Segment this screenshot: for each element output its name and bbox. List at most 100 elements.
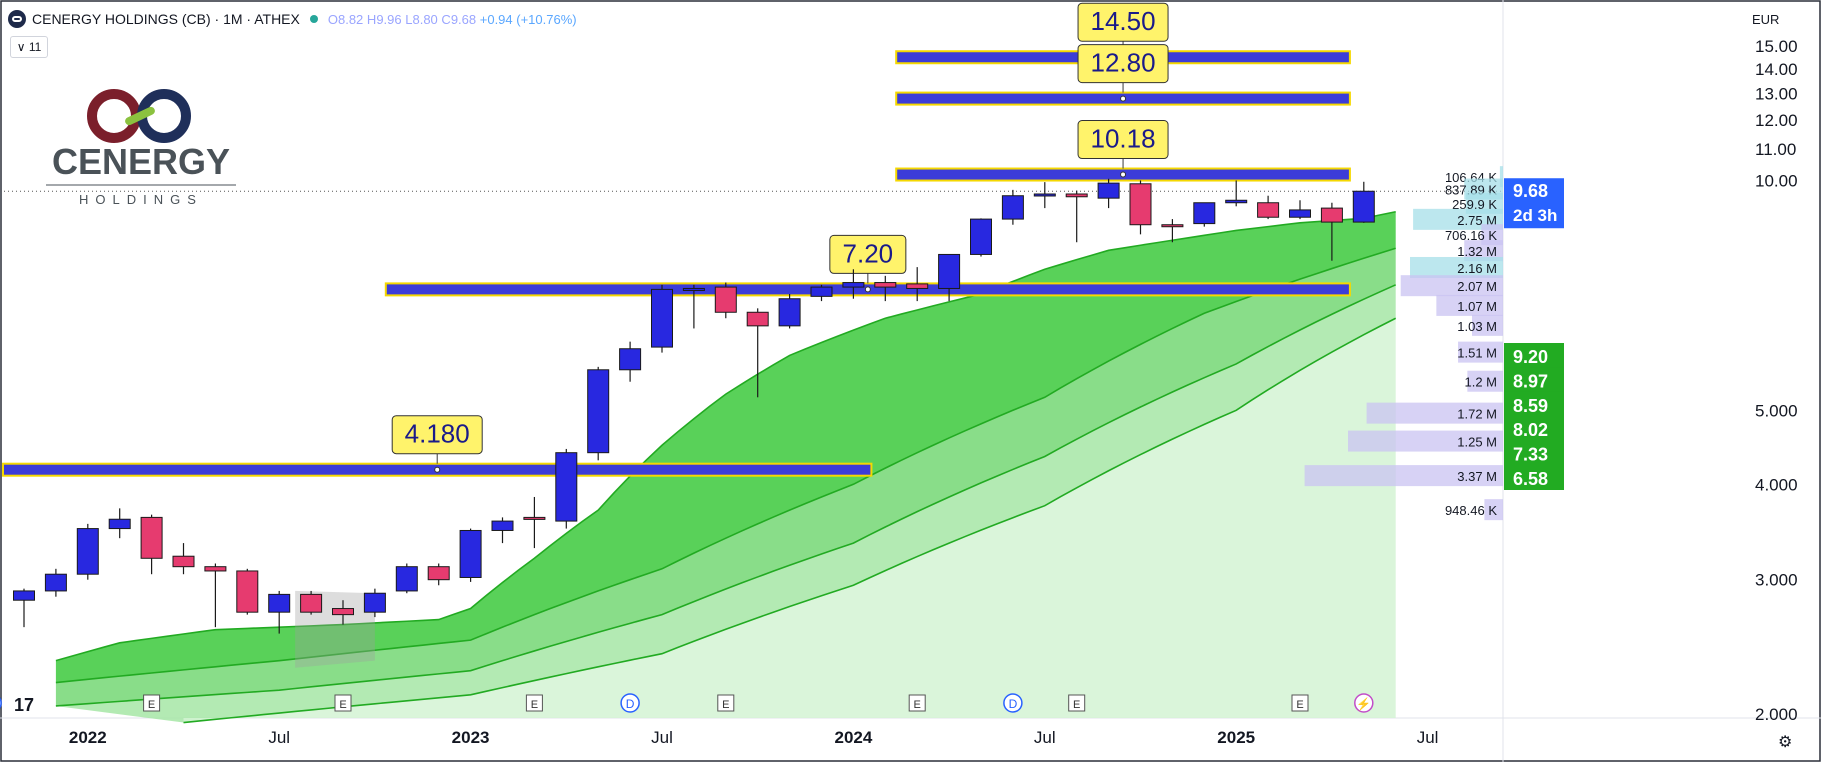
ma-price-badge [1504, 465, 1564, 490]
time-tick-label: Jul [1417, 728, 1439, 747]
dividend-marker-icon [1003, 693, 1023, 713]
candle-body [76, 528, 99, 575]
close-label: C [441, 11, 451, 27]
logo-left-ring [87, 89, 141, 143]
ma-price-badge [1504, 367, 1564, 393]
candle-body [491, 520, 514, 531]
dividend-marker-icon [0, 697, 2, 709]
volume-profile-bar [1304, 465, 1503, 487]
market-status-icon [309, 15, 318, 23]
dividend-marker-letter: D [626, 697, 635, 711]
volume-profile-bar [1464, 240, 1503, 262]
level-label: 12.80 [1091, 48, 1156, 78]
candle-body [619, 348, 642, 371]
symbol-logo-icon [8, 10, 26, 28]
volume-profile-bar [1348, 430, 1503, 452]
candle-body [938, 253, 961, 289]
cenergy-logo: CENERGY HOLDINGS [46, 89, 236, 207]
logo-link-bar [125, 106, 155, 126]
ma-price-text: 8.59 [1513, 396, 1548, 416]
ribbon-fill-4 [183, 318, 1396, 723]
candle-body [523, 516, 546, 520]
levels-group: 14.50 12.80 10.18 7.20 4.180 [2, 2, 1351, 477]
level-label: 14.50 [1091, 6, 1156, 36]
candle-body [363, 592, 386, 613]
volume-profile-bar [1436, 294, 1503, 316]
volume-profile-label: 1.07 M [1457, 299, 1497, 314]
earnings-marker-icon [1291, 694, 1309, 712]
candle-body [332, 608, 354, 616]
settings-gear-icon[interactable]: ⚙ [1778, 734, 1793, 751]
volume-profile-label: 1.25 M [1457, 435, 1497, 450]
volume-profile-bar [1484, 499, 1503, 521]
ohlc-readout: O8.82 H9.96 L8.80 C9.68 +0.94 (+10.76%) [328, 12, 577, 27]
candle-body [13, 590, 35, 601]
time-tick-label: 2022 [69, 728, 107, 747]
volume-profile-bar [1465, 192, 1503, 214]
candles-group [13, 178, 1375, 634]
price-tick-label: 11.00 [1755, 140, 1796, 159]
candle-body [714, 286, 737, 313]
price-tick-label: 14.00 [1755, 60, 1798, 79]
earnings-marker-letter: E [1296, 699, 1303, 711]
earnings-marker-letter: E [339, 699, 346, 711]
price-tick-label: 2.000 [1755, 705, 1798, 724]
level-anchor-dot [1120, 171, 1127, 178]
candle-body [427, 566, 450, 581]
volume-profile-bar [1472, 314, 1503, 336]
volume-profile-bar [1499, 166, 1503, 188]
volume-profile-label: 706.16 K [1445, 228, 1497, 243]
symbol-title[interactable]: CENERGY HOLDINGS (CB) · 1M · ATHEX [32, 11, 300, 27]
time-tick-label: 2025 [1217, 728, 1255, 747]
candle-body [204, 566, 227, 572]
candle-body [44, 573, 67, 592]
change-value: +0.94 (+10.76%) [479, 11, 577, 27]
low-value: 8.80 [412, 11, 438, 27]
candle-body [1129, 183, 1152, 226]
candle-body [395, 566, 418, 592]
earnings-marker-letter: E [914, 699, 921, 711]
earnings-marker-icon [1068, 694, 1086, 712]
price-tick-label: 15.00 [1755, 37, 1798, 56]
level-label-box [1077, 44, 1169, 84]
ma-price-badge [1504, 343, 1564, 368]
earnings-marker-icon [334, 694, 352, 712]
currency-label[interactable]: EUR [1752, 12, 1780, 27]
candle-body [1001, 195, 1024, 220]
candle-body [1097, 182, 1120, 199]
ribbon-line-4 [183, 317, 1397, 724]
open-value: 8.82 [337, 11, 364, 27]
earnings-marker-icon [717, 694, 735, 712]
ma-price-text: 6.58 [1513, 469, 1548, 489]
time-tick-label: Jul [1034, 728, 1056, 747]
candle-body [268, 593, 291, 613]
price-tick-label: 12.00 [1755, 111, 1798, 130]
volume-profile-label: 2.16 M [1457, 261, 1497, 276]
candle-body [555, 452, 578, 522]
level-anchor-dot [434, 466, 441, 473]
high-value: 9.96 [376, 11, 402, 27]
ma-price-badge [1504, 391, 1564, 417]
volume-profile-bar [1366, 402, 1503, 424]
candle-body [1257, 202, 1280, 218]
open-label: O [327, 11, 338, 27]
candle-body [108, 518, 131, 530]
level-label-box [1077, 2, 1169, 42]
level-anchor-dot [864, 286, 871, 293]
price-badges-group: 9.68 2d 3h 9.20 8.97 8.59 8.02 7.33 6.58 [1504, 178, 1564, 490]
split-marker-icon [1354, 693, 1374, 713]
volume-profile-label: 2.75 M [1457, 213, 1497, 228]
bar-countdown-text: 2d 3h [1513, 206, 1557, 225]
time-axis: 2022 Jul 2023 Jul 2024 Jul 2025 Jul [69, 728, 1439, 747]
interval-toggle-button[interactable]: ∨ 11 [10, 36, 48, 58]
earnings-marker-letter: E [531, 699, 538, 711]
candle-body [1225, 199, 1248, 204]
volume-profile-label: 2.07 M [1457, 279, 1497, 294]
candle-body [1065, 193, 1088, 198]
volume-profile-label: 3.37 M [1457, 469, 1497, 484]
volume-profile-bar [1410, 256, 1503, 278]
ribbon-line-2 [55, 247, 1396, 684]
